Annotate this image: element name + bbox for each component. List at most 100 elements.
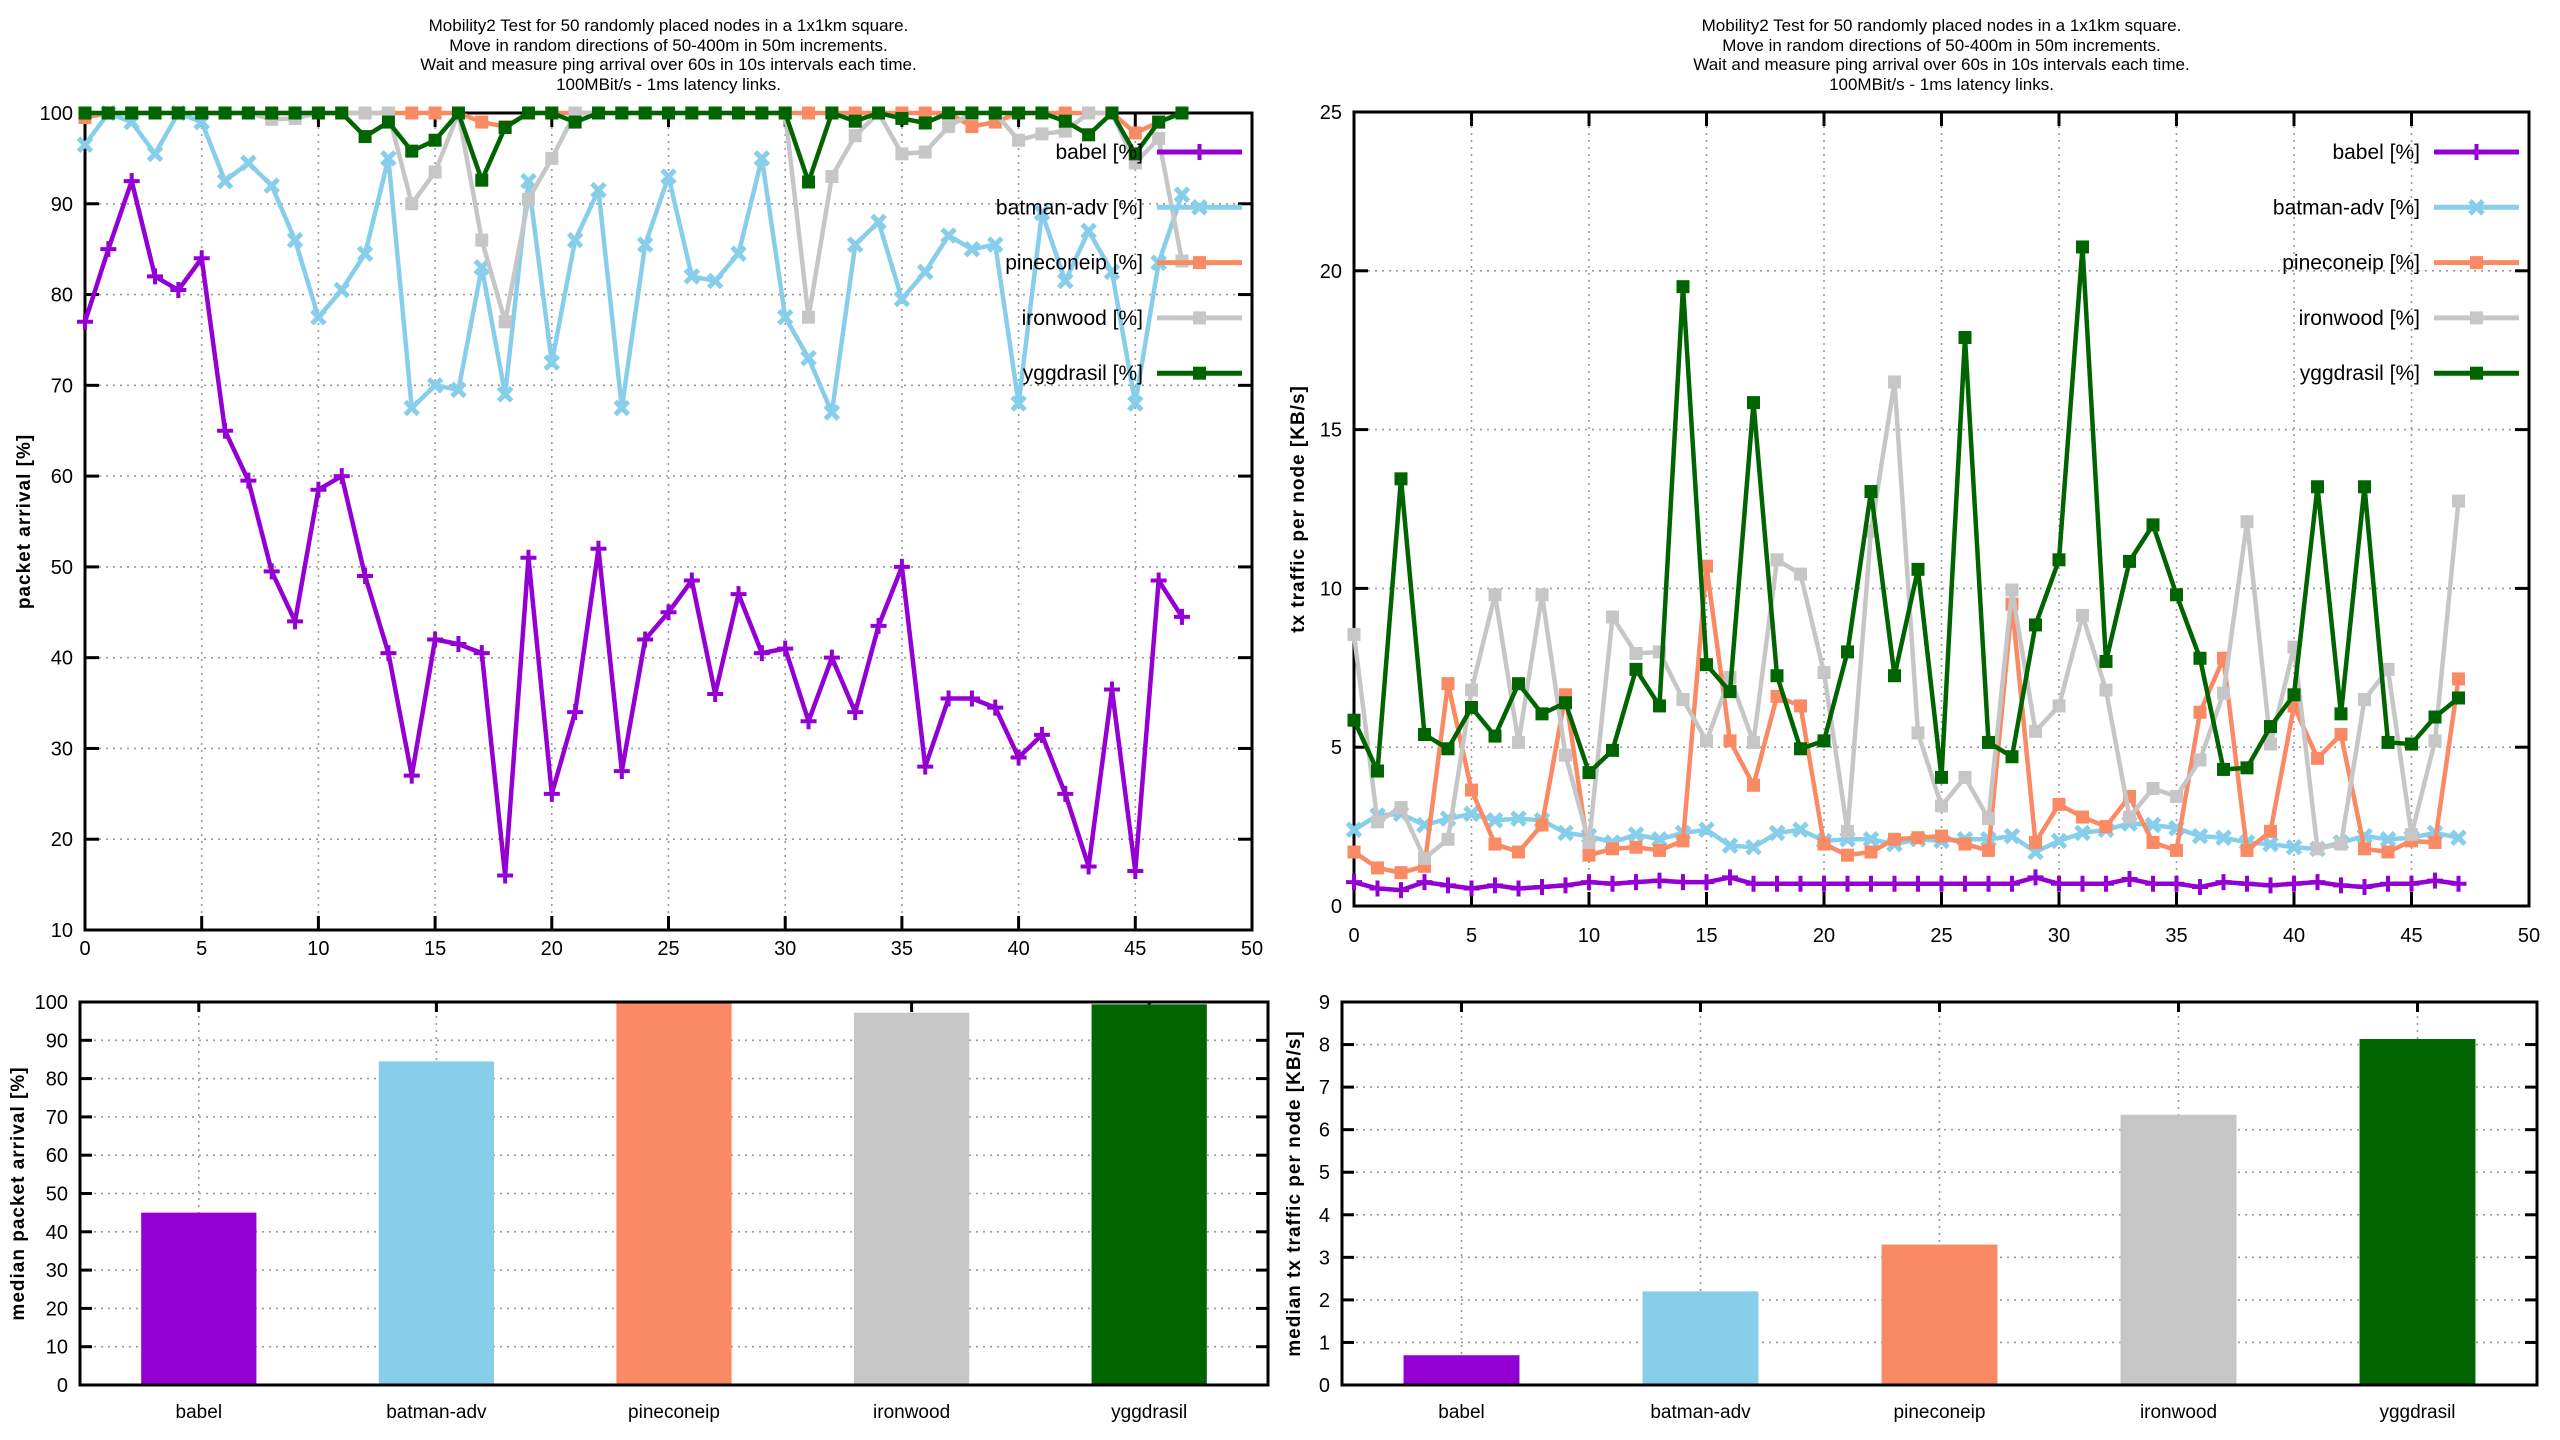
marker-square (2381, 735, 2395, 749)
marker-square (288, 106, 302, 120)
median-tx-traffic-bar-svg: 0 1 2 3 4 5 6 7 8 9 babel batman-adv pineconeip ironw… (1284, 992, 2539, 1423)
marker-square (358, 130, 372, 144)
x-tick-label: 35 (891, 938, 913, 960)
marker-plus (590, 540, 607, 557)
x-tick-label: 25 (657, 938, 679, 960)
marker-square (475, 115, 489, 129)
marker-square (2287, 688, 2301, 702)
marker-square (1082, 128, 1096, 142)
y-tick-label: 25 (1320, 102, 1342, 124)
marker-square (1512, 845, 1525, 859)
marker-square (2428, 734, 2442, 748)
marker-square (498, 315, 512, 329)
marker-cross (940, 227, 957, 244)
chart-title-line-1: Mobility2 Test for 50 randomly placed no… (428, 16, 909, 35)
marker-cross (1651, 831, 1668, 848)
marker-square (895, 111, 909, 125)
marker-square (2358, 480, 2371, 494)
marker-square (942, 120, 956, 134)
marker-square (1700, 559, 1713, 573)
marker-square (1488, 588, 1502, 602)
marker-square (2405, 737, 2418, 751)
marker-plus (1127, 862, 1144, 879)
marker-square (1629, 840, 1643, 854)
marker-cross (590, 181, 607, 199)
chart-tx-traffic-line: Mobility2 Test for 50 randomly placed no… (1280, 0, 2560, 960)
legend-label-pineconeip: pineconeip [%] (2282, 252, 2420, 275)
marker-cross (1768, 824, 1786, 842)
marker-square (1958, 837, 1972, 851)
x-tick-label: 35 (2165, 925, 2187, 947)
y-tick-label: 10 (46, 1337, 68, 1359)
marker-square (2358, 693, 2371, 707)
marker-plus (380, 645, 397, 662)
bar-pineconeip (1881, 1244, 1998, 1385)
marker-square (2381, 845, 2395, 859)
marker-plus (543, 785, 560, 802)
y-tick-label: 100 (35, 992, 68, 1014)
bar-babel (1403, 1355, 1520, 1385)
x-tick-label: 50 (1241, 938, 1263, 960)
marker-cross (893, 290, 911, 308)
marker-cross (403, 399, 421, 417)
series-babel (77, 173, 1190, 884)
y-tick-label: 100 (40, 103, 73, 125)
marker-square (1817, 734, 1831, 748)
marker-square (1418, 727, 1431, 741)
marker-square (1888, 375, 1901, 389)
marker-square (1911, 562, 1925, 576)
marker-square (1958, 330, 1972, 344)
marker-plus (1604, 875, 1621, 892)
y-tick-label: 20 (1320, 261, 1342, 283)
marker-square (1747, 396, 1760, 410)
marker-square (1465, 783, 1478, 797)
marker-cross (683, 268, 701, 285)
marker-cross (240, 154, 257, 172)
series-yggdrasil (78, 106, 1189, 189)
marker-square (2076, 240, 2089, 254)
marker-square (1747, 735, 1760, 749)
marker-square (1465, 683, 1478, 697)
marker-cross (1010, 395, 1027, 412)
marker-plus (963, 690, 980, 707)
marker-plus (1745, 875, 1762, 892)
marker-square (1794, 567, 1807, 581)
marker-plus (1033, 726, 1050, 743)
marker-square (2264, 824, 2277, 838)
chart-title: Mobility2 Test for 50 randomly placed no… (85, 16, 1252, 94)
marker-square (1175, 106, 1189, 120)
marker-cross (543, 354, 561, 371)
marker-cross (496, 386, 514, 403)
marker-square (2311, 480, 2324, 494)
marker-cross (146, 145, 164, 163)
marker-plus (1557, 877, 1574, 894)
marker-square (1864, 845, 1878, 859)
x-tick-label: 50 (2518, 925, 2540, 947)
marker-square (2146, 518, 2160, 532)
marker-square (1371, 815, 1384, 829)
marker-square (1418, 851, 1431, 865)
marker-cross (1627, 826, 1645, 843)
category-label-yggdrasil: yggdrasil (2379, 1402, 2455, 1423)
y-tick-label: 90 (51, 194, 73, 216)
marker-square (1911, 726, 1925, 740)
legend-label-ironwood: ironwood [%] (2299, 307, 2420, 330)
marker-square (1058, 124, 1072, 138)
bar-ironwood (853, 1012, 970, 1385)
marker-square (2052, 699, 2066, 713)
marker-plus (77, 313, 93, 330)
marker-square (802, 106, 816, 120)
marker-cross (613, 399, 631, 417)
marker-square (2170, 588, 2183, 602)
marker-plus (707, 685, 724, 702)
marker-square (1935, 770, 1948, 784)
marker-square (2217, 762, 2230, 776)
marker-square (685, 106, 699, 120)
y-tick-label: 70 (46, 1107, 68, 1129)
marker-cross (1080, 222, 1097, 240)
series-line-babel (82, 178, 1184, 878)
marker-square (1193, 366, 1206, 380)
bar-pineconeip (616, 1002, 732, 1385)
marker-plus (1191, 144, 1208, 160)
marker-plus (1581, 874, 1597, 891)
